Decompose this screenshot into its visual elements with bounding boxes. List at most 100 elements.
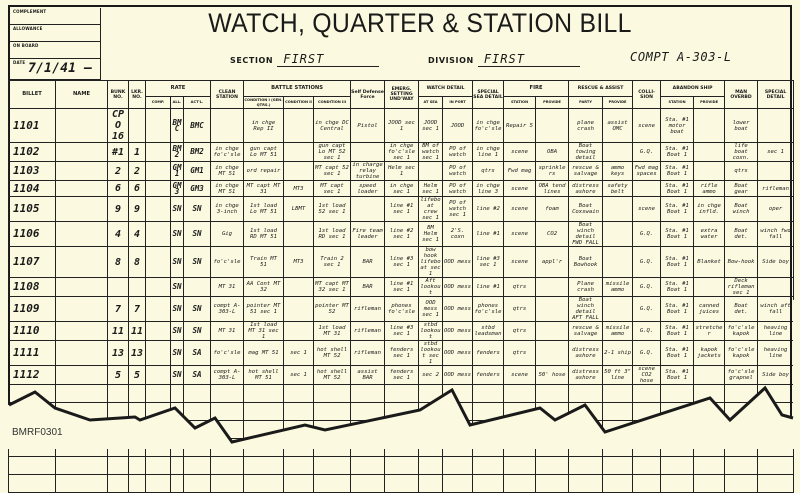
cell-man-overboard: Boat gear xyxy=(724,179,759,198)
cell-rescue-provide: assist OMC xyxy=(602,108,634,143)
allowance-label: ALLOWANCE xyxy=(13,26,43,31)
cell-collision: G.Q. xyxy=(632,340,662,367)
torn-edge xyxy=(8,300,794,444)
cell-clean-station: in chge 3-inch xyxy=(210,196,244,223)
empty-cell xyxy=(350,456,386,476)
header-emerg: EMERG. SETTING UND'WAY xyxy=(384,80,420,109)
empty-cell xyxy=(602,474,634,493)
cell-billet: 1112 xyxy=(8,365,56,386)
cell-special-detail: Side boy xyxy=(757,246,795,279)
cell-fire-provide: CO2 xyxy=(535,221,570,248)
page-title: WATCH, QUARTER & STATION BILL xyxy=(208,8,632,38)
cell-name xyxy=(55,296,108,323)
cell-rescue-provide: safety belt xyxy=(602,179,634,198)
empty-cell xyxy=(8,456,56,476)
cell-rate-act: SN xyxy=(183,221,211,248)
cell-fire-provide xyxy=(535,108,570,143)
empty-cell xyxy=(243,456,284,476)
header-self-defense: Self Defense Force xyxy=(350,80,386,109)
cell-fire-station: qtrs xyxy=(503,340,537,367)
cell-abandon-provide xyxy=(693,108,726,143)
cell-collision: G.Q. xyxy=(632,221,662,248)
empty-cell xyxy=(442,456,474,476)
cell-fire-provide xyxy=(535,296,570,323)
cell-rate-comp xyxy=(145,108,171,143)
allowance-field: ALLOWANCE xyxy=(10,25,100,42)
cell-at-sea: Aft lookout xyxy=(418,277,444,298)
cell-special-detail: winch fwd fall xyxy=(757,221,795,248)
empty-cell xyxy=(312,456,352,476)
cell-cond2: MT3 xyxy=(283,246,314,279)
empty-cell xyxy=(442,474,474,493)
division-value: FIRST xyxy=(477,52,580,67)
cell-in-port: OOD mess xyxy=(442,296,474,323)
cell-rescue-party: Boat towing detail xyxy=(568,142,604,162)
empty-cell xyxy=(8,474,56,493)
cell-name xyxy=(55,246,108,279)
empty-cell xyxy=(568,474,604,493)
empty-cell xyxy=(472,456,505,476)
empty-cell xyxy=(660,456,695,476)
empty-cell xyxy=(503,456,537,476)
empty-cell xyxy=(283,474,314,493)
cell-abandon-station: Sta. #1 Boat 1 xyxy=(660,246,695,279)
cell-rate-act: SN xyxy=(183,296,211,323)
empty-cell xyxy=(107,474,129,493)
cell-billet: 1107 xyxy=(8,246,56,279)
cell-fire-provide: OBA tend lines xyxy=(535,179,570,198)
cell-self-defense: in charge relay turbine xyxy=(350,161,386,181)
cell-rescue-provide: 2-1 ship xyxy=(602,340,634,367)
header-collision: COLLI-SION xyxy=(632,80,662,109)
empty-cell xyxy=(210,456,244,476)
cell-abandon-station: Sta. #1 Boat 1 xyxy=(660,221,695,248)
cell-abandon-provide: rifle ammo xyxy=(693,179,726,198)
table-row: 1103 2 2 GM1 GM1 in chge MT 51 ord repair MT ca… xyxy=(8,161,795,181)
section-field: SECTION FIRST xyxy=(230,52,380,67)
cell-emerg: JOOD sec 1 xyxy=(384,108,420,143)
table-row: 1104 6 6 GM3 GM3 in chge MT 51 MT capt MT 31 MT… xyxy=(8,179,795,198)
cell-special-sea: line #2 xyxy=(472,196,505,223)
form-code: BMRF0301 xyxy=(12,427,63,438)
table-row: 1108 SN MT 31 AA Cont MT 32 MT capt MT 32 se… xyxy=(8,277,795,298)
date-field: DATE 7/1/41 — xyxy=(10,59,100,80)
empty-row xyxy=(8,456,795,476)
empty-cell xyxy=(693,474,726,493)
cell-self-defense: rifleman xyxy=(350,296,386,323)
cell-clean-station: fo'c'sle xyxy=(210,246,244,279)
empty-cell xyxy=(183,474,211,493)
empty-cell xyxy=(145,456,171,476)
cell-billet: 1104 xyxy=(8,179,56,198)
empty-cell xyxy=(210,474,244,493)
header-billet: BILLET xyxy=(8,80,56,109)
empty-cell xyxy=(535,474,570,493)
table-row: 1107 8 8 SN SN fo'c'sle Train MT 51 MT3 Train 2 … xyxy=(8,246,795,279)
cell-billet: 1109 xyxy=(8,296,56,323)
table-row: 1106 4 4 SN SN Gig 1st load RD MT 51 1st load R… xyxy=(8,221,795,248)
empty-cell xyxy=(128,474,146,493)
cell-fire-station: qtrs xyxy=(503,296,537,323)
cell-rescue-provide xyxy=(602,221,634,248)
empty-cell xyxy=(55,456,108,476)
cell-special-detail: winch aft fall xyxy=(757,296,795,323)
cell-rate-act: SN xyxy=(183,196,211,223)
empty-cell xyxy=(243,474,284,493)
cell-name xyxy=(55,196,108,223)
cell-clean-station: in chge MT 51 xyxy=(210,179,244,198)
cell-abandon-station: Sta. #1 motor boat xyxy=(660,108,695,143)
cell-at-sea: lifeboat crew sec 1 xyxy=(418,196,444,223)
cell-in-port: PO of watch xyxy=(442,179,474,198)
date-label: DATE xyxy=(13,60,26,65)
cell-abandon-station: Sta. #1 Boat 1 xyxy=(660,196,695,223)
cell-man-overboard: life boat coxn. xyxy=(724,142,759,162)
complement-field: COMPLEMENT xyxy=(10,8,100,25)
on-board-label: ON BOARD xyxy=(13,43,39,48)
cell-man-overboard: fo'c'sle kapok xyxy=(724,340,759,367)
empty-cell xyxy=(350,474,386,493)
cell-cond1: MT capt MT 31 xyxy=(243,179,284,198)
cell-rescue-party: Boat winch detail FWD FALL xyxy=(568,221,604,248)
empty-cell xyxy=(693,456,726,476)
empty-cell xyxy=(170,474,184,493)
empty-row xyxy=(8,474,795,493)
table-row: 1109 7 7 SN SN compt A-303-L pointer MT 51 sec… xyxy=(8,296,795,323)
cell-special-sea: in chge line 3 xyxy=(472,179,505,198)
